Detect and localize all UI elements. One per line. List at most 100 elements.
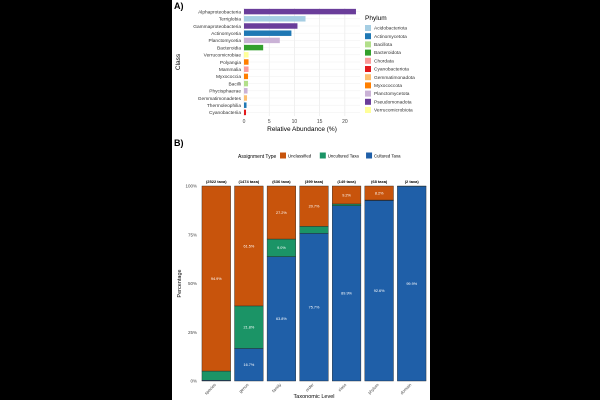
panel-b-bar-segment [266,185,296,240]
panel-a-legend-swatch [365,33,371,40]
panel-a-category-label: Planctomycetia [208,38,241,44]
panel-a-bar [244,52,249,58]
panel-b-x-tick-label: phylum [367,382,380,395]
panel-a-category-label: Bacteroidia [217,45,241,51]
panel-b-x-tick-label: domain [399,382,413,396]
panel-b-x-axis-title: Taxonomic Level [294,394,335,400]
panel-a-legend-swatch [365,82,371,89]
panel-b-bar-segment [397,185,427,382]
panel-b-legend-label: Uncultured Taxa [328,154,360,159]
panel-a-legend-label: Chordata [374,58,394,64]
panel-b-bar-segment [299,226,329,234]
panel-a-legend-swatch [365,74,371,81]
panel-a-category-label: Bacilli [228,81,241,87]
panel-b-data-label: 99.9% [406,282,417,286]
panel-a-category-label: Gemmatimonadetes [198,96,242,102]
panel-a-x-axis-title: Relative Abundance (%) [267,126,337,133]
panel-a-category-label: Myxococcia [216,74,241,80]
panel-b-bar-segment [234,305,264,349]
panel-a-bar [244,8,356,15]
panel-b-data-label: 9.2% [342,193,351,197]
panel-b-legend-label: Cultured Taxa [374,154,401,159]
panel-a-category-label: Verrucomicrobiae [204,53,242,59]
panel-b-data-label: 8.2% [375,191,384,195]
panel-a-category-label: Actinomycetia [211,31,241,37]
panel-b-taxa-count: (2522 taxa) [206,179,227,184]
panel-a-legend-label: Myxococcota [374,83,402,89]
panel-a-legend-swatch [365,49,371,56]
panel-b-y-tick-label: 75% [188,232,197,237]
panel-a-x-tick-label: 10 [292,119,298,125]
panel-a-x-tick-label: 15 [317,119,323,125]
panel-b-legend-title: Assignment Type [238,154,276,160]
panel-a-legend-swatch [365,25,371,31]
panel-b-taxa-count: (149 taxa) [337,179,356,184]
panel-a-bar [244,109,247,116]
panel-b-bar-segment [266,256,296,382]
panel-b-legend-swatch [366,152,373,159]
panel-b-y-tick-label: 25% [188,330,197,335]
panel-a-x-tick-label: 5 [268,119,271,125]
panel-a-bar [244,102,247,108]
panel-b-legend-swatch [280,152,286,159]
panel-a-legend-swatch [365,98,371,105]
panel-b-x-tick-label: species [203,382,217,396]
panel-a-category-label: Mammalia [219,67,241,73]
panel-b-data-label: 9.0% [277,246,286,250]
panel-a-legend-label: Planctomycetota [374,91,410,97]
panel-a-category-label: Thermoleophilia [207,103,241,109]
panel-b-bar-segment [364,200,394,382]
panel-b-x-tick-label: class [337,382,347,392]
panel-a-bar [244,88,248,94]
panel-b-legend-swatch [319,152,326,159]
panel-b-bar-segment [364,185,394,201]
panel-b-y-tick-label: 0% [190,379,197,384]
figure: A) 0 5 10 15 20 Alphaproteobacteria Terriglobia… [172,0,430,400]
panel-b-bar-segment [234,185,264,307]
panel-a-bar [244,30,292,36]
panel-b-x-tick-label: order [304,382,315,393]
panel-a-legend-label: Cyanobacteriota [374,67,409,73]
panel-a-legend-label: Pseudomonadota [374,99,412,105]
panel-a-bar [244,59,249,65]
panel-b-data-label: 16.7% [243,363,254,367]
panel-b-x-tick-label: family [271,382,283,394]
panel-b-data-label: 61.5% [243,244,254,248]
panel-b-bar-segment [299,185,329,227]
panel-a-category-label: Phycisphaerae [209,89,241,95]
panel-b-data-label: 94.9% [211,277,222,281]
panel-a-category-label: Cyanobacteriia [209,110,241,116]
panel-b-bar-segment [299,233,329,382]
panel-a-category-label: Terriglobia [219,17,241,23]
panel-a-x-tick-label: 0 [243,119,246,125]
panel-a-x-tick-label: 20 [342,119,348,125]
panel-b-x-tick-label: genus [238,382,250,394]
panel-a-legend-title: Phylum [365,15,387,22]
panel-a-legend-swatch [365,107,371,113]
panel-a-bar [244,23,298,29]
panel-b-y-tick-label: 50% [188,281,197,286]
panel-a-legend-label: Bacillota [374,42,392,48]
panel-a-legend-swatch [365,66,371,72]
panel-b-bar-segment [332,203,362,206]
panel-a-category-label: Alphaproteobacteria [198,9,241,15]
panel-b-taxa-count: (2 taxa) [405,179,420,184]
panel-a-label: A) [174,1,184,11]
panel-b-data-label: 21.8% [243,326,254,330]
panel-b-label: B) [174,138,184,148]
panel-a-bar [244,44,264,51]
panel-b-bar-segment [332,205,362,382]
panel-a-category-label: Polyangia [220,60,241,66]
panel-b-taxa-count: (68 taxa) [371,179,388,184]
panel-a-legend-label: Actinomycetota [374,34,407,40]
panel-b-y-axis-title: Percentage [177,269,183,297]
panel-b-taxa-count: (636 taxa) [272,179,291,184]
panel-b-data-label: 75.7% [309,306,320,310]
panel-a-bar [244,95,248,101]
panel-b-legend-label: Unclassified [288,154,312,159]
panel-a-category-label: Gammaproteobacteria [193,24,241,30]
panel-a-legend-label: Bacteroidota [374,50,401,56]
panel-a-bar [244,66,249,72]
panel-b-data-label: 92.6% [374,289,385,293]
panel-b-bar-segment [201,185,231,372]
